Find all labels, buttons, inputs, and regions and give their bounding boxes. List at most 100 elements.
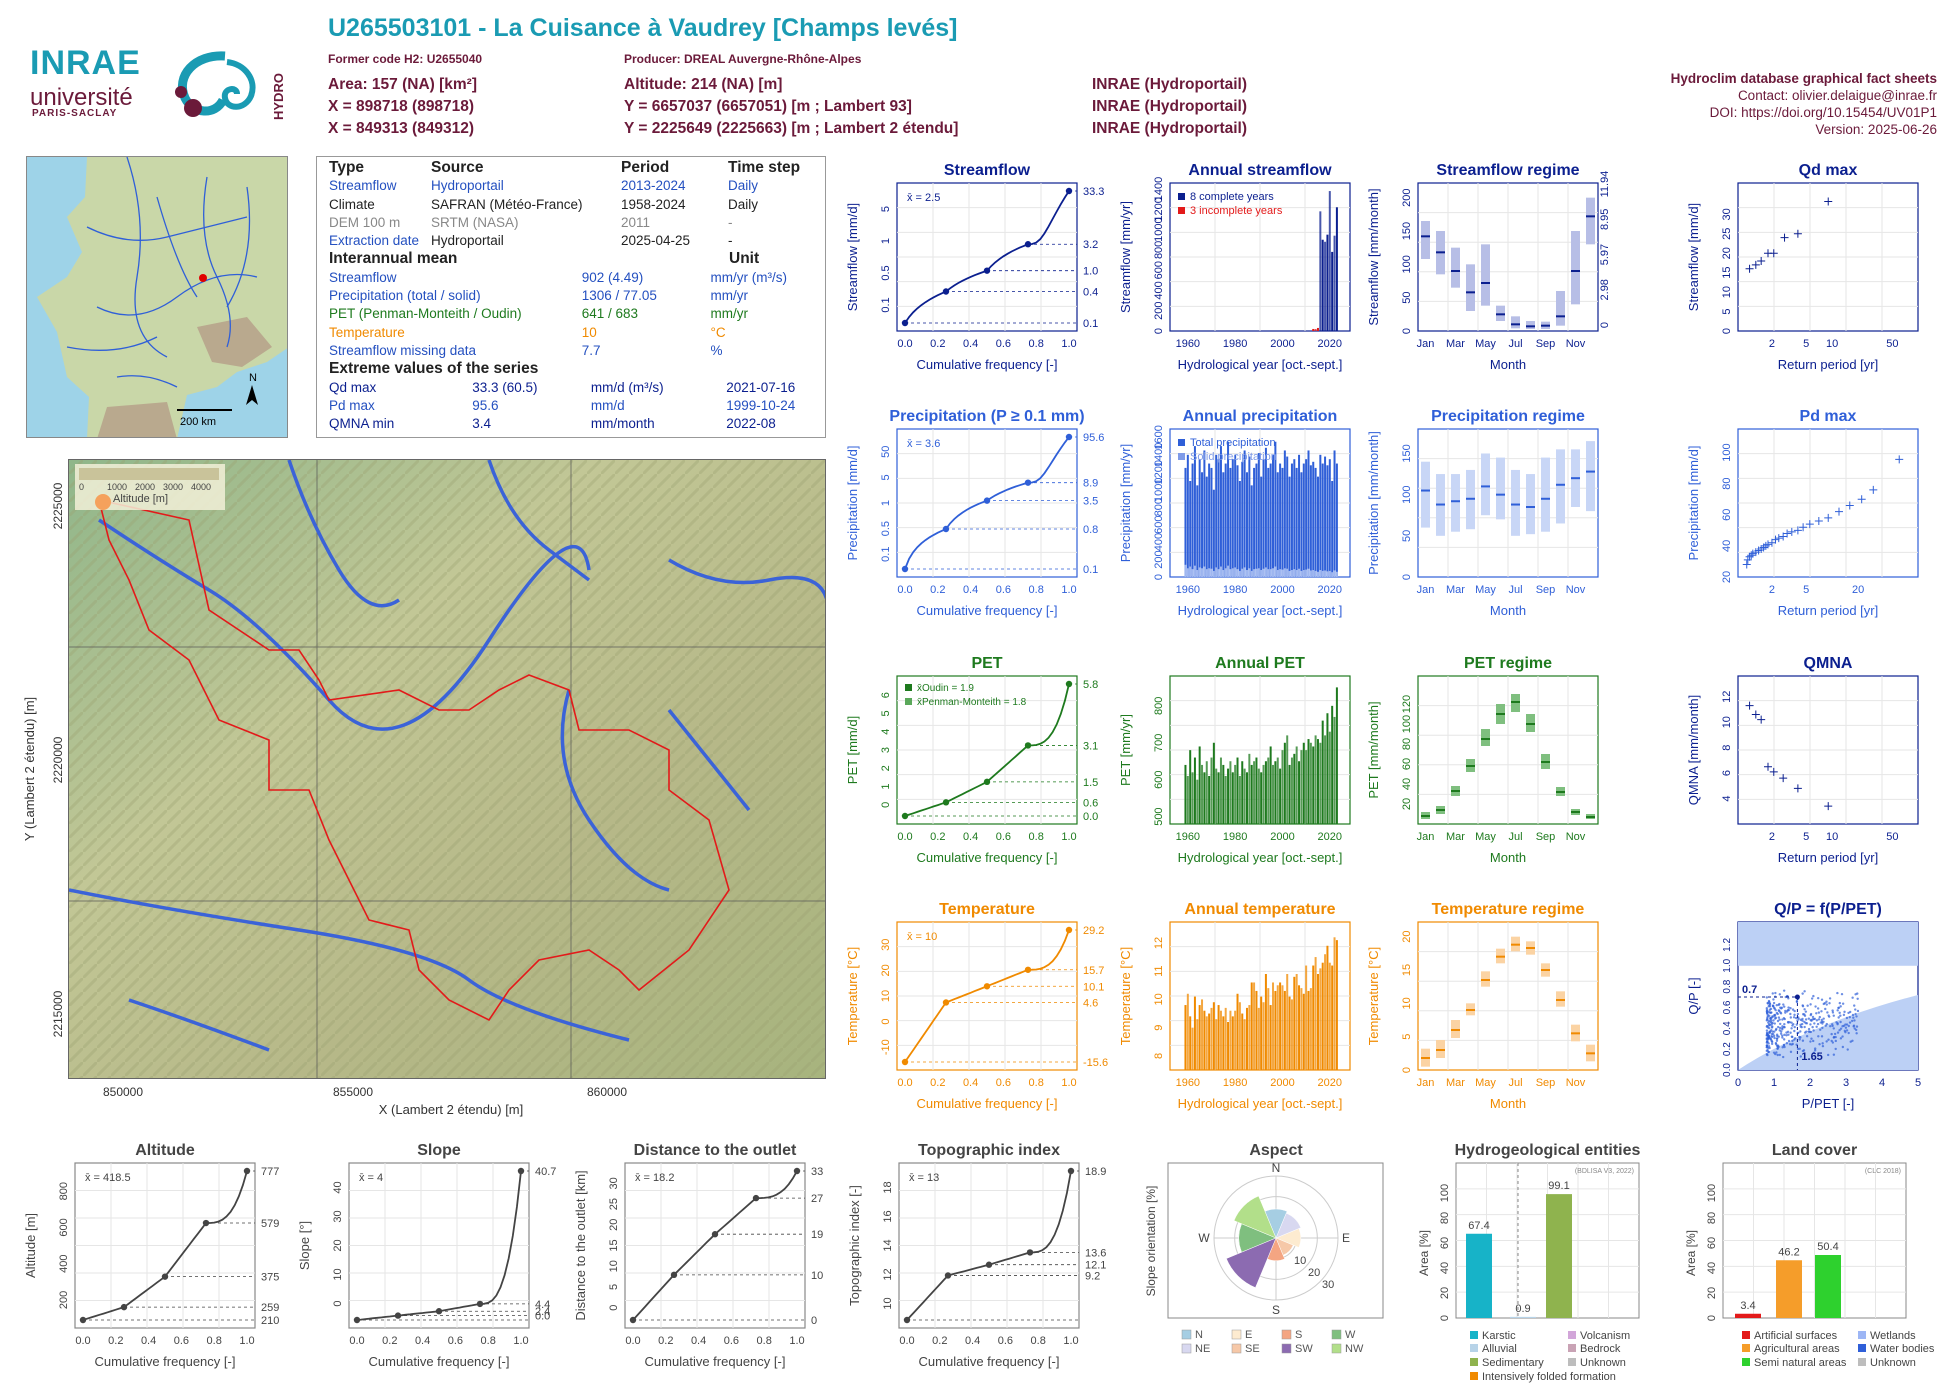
university-logo: université	[30, 84, 133, 111]
source-cell: SAFRAN (Météo-France)	[431, 196, 583, 212]
solid-bar	[1324, 570, 1327, 577]
x-tick-label: 0.8	[1029, 584, 1044, 596]
qp-point	[1765, 1025, 1769, 1028]
mean-unit: mm/yr (m³/s)	[710, 269, 788, 285]
bar	[1208, 776, 1211, 824]
doi-link[interactable]: DOI: https://doi.org/10.15454/UV01P1	[1709, 105, 1937, 120]
qp-point	[1807, 1027, 1811, 1031]
legend-swatch	[1281, 1329, 1292, 1340]
bar	[1321, 962, 1324, 1070]
legend-swatch	[1470, 1331, 1478, 1339]
y-tick-label: 80	[1721, 478, 1733, 490]
y-tick-label: 12	[1153, 937, 1165, 949]
mean-label: x̄ = 10	[907, 931, 937, 943]
x-tick-label: May	[1475, 338, 1496, 350]
legend-swatch	[1181, 1343, 1192, 1354]
solid-bar	[1309, 570, 1312, 577]
y-tick-label: 20	[880, 964, 892, 976]
qp-point	[1827, 1014, 1830, 1017]
solid-bar	[1248, 568, 1251, 577]
qp-point	[1821, 1044, 1825, 1048]
qp-point	[1805, 1034, 1809, 1038]
bar	[1196, 1019, 1199, 1070]
bar	[1219, 1010, 1222, 1070]
extreme-row: QMNA min 3.4 mm/month 2022-08	[329, 415, 825, 433]
solid-bar	[1245, 570, 1248, 577]
legend-label: SE	[1245, 1343, 1260, 1355]
timestep-cell: Daily	[728, 178, 759, 194]
right-tick-label: 1.5	[1083, 777, 1098, 789]
bar	[1335, 207, 1338, 331]
y-lambert2e: Y = 2225649 (2225663) [m ; Lambert 2 éte…	[624, 120, 959, 137]
y-tick-label: 1	[880, 238, 892, 244]
map-ytick: 2225000	[51, 482, 65, 529]
qp-point	[1767, 1042, 1770, 1045]
quantile-point	[944, 1272, 952, 1279]
chart-temp_regime: Temperature regime Month Temperature [°C] J…	[1366, 901, 1599, 1111]
legend-label: NW	[1345, 1343, 1364, 1355]
qp-point	[1839, 1037, 1843, 1040]
y-tick-label: 0	[1439, 1315, 1451, 1321]
qp-point	[1839, 1027, 1843, 1030]
bar	[1328, 459, 1331, 577]
x-tick-label: 5	[1803, 338, 1809, 350]
qp-point	[1822, 1017, 1825, 1020]
x-tick-label: 2	[1769, 584, 1775, 596]
qp-point	[1781, 1026, 1784, 1030]
qp-point	[1777, 1016, 1781, 1019]
y-tick-label: 0	[1401, 574, 1413, 580]
qp-point	[1796, 1047, 1800, 1051]
type-cell: Climate	[329, 196, 375, 212]
map-ylabel: Y (Lambert 2 étendu) [m]	[22, 697, 37, 841]
qp-point	[1816, 1007, 1820, 1010]
bar	[1298, 761, 1301, 824]
x-tick-label: 2020	[1318, 831, 1342, 843]
minimap-scale: 200 km	[180, 416, 216, 428]
y-tick-label: 5	[1721, 308, 1733, 314]
contact[interactable]: Contact: olivier.delaigue@inrae.fr	[1737, 88, 1937, 103]
bar	[1267, 757, 1270, 824]
mean-label: x̄ = 4	[359, 1172, 383, 1184]
qp-point	[1787, 1006, 1790, 1009]
qp-point	[1834, 1035, 1837, 1039]
bar	[1250, 764, 1253, 824]
qp-annotation: 0.7	[1742, 984, 1757, 996]
bar	[1272, 454, 1275, 577]
right-tick-label: 8.9	[1083, 478, 1098, 490]
x-tick-label: Sep	[1536, 584, 1556, 596]
bar	[1241, 1013, 1244, 1070]
mean-label: x̄ = 2.5	[907, 192, 940, 204]
qp-point	[1765, 1029, 1769, 1032]
right-tick-label: 95.6	[1083, 432, 1104, 444]
solid-bar	[1212, 570, 1215, 577]
qp-point	[1783, 1045, 1786, 1049]
x-tick-label: 0.8	[207, 1335, 222, 1347]
qp-point	[1828, 1002, 1831, 1005]
bar	[1319, 968, 1322, 1070]
bar	[1229, 761, 1232, 824]
bar	[1201, 472, 1204, 577]
qp-point	[1849, 1040, 1852, 1043]
qp-point	[1836, 1022, 1839, 1026]
bar	[1309, 465, 1312, 577]
bar	[1245, 772, 1248, 824]
quantile-point	[983, 267, 991, 274]
solid-bar	[1331, 572, 1334, 577]
y-tick-label: 600	[1153, 261, 1165, 279]
return-period-point	[1774, 534, 1783, 543]
qp-point	[1789, 1012, 1792, 1016]
y-tick-label: 50	[880, 446, 892, 458]
qp-point	[1784, 1009, 1787, 1013]
type-cell: Streamflow	[329, 178, 397, 194]
bar	[1290, 999, 1293, 1070]
extreme-title: Extreme values of the series	[329, 360, 539, 378]
bar	[1269, 463, 1272, 577]
y-tick-label: 20	[1721, 571, 1733, 583]
bar	[1264, 974, 1267, 1070]
chart-title: Aspect	[1249, 1142, 1303, 1159]
qp-point	[1818, 1015, 1821, 1019]
y-tick-label: 20	[1721, 247, 1733, 259]
return-period-point	[1805, 520, 1814, 529]
x-axis-label: Hydrological year [oct.-sept.]	[1178, 603, 1343, 618]
right-tick-label: 259	[261, 1302, 279, 1314]
